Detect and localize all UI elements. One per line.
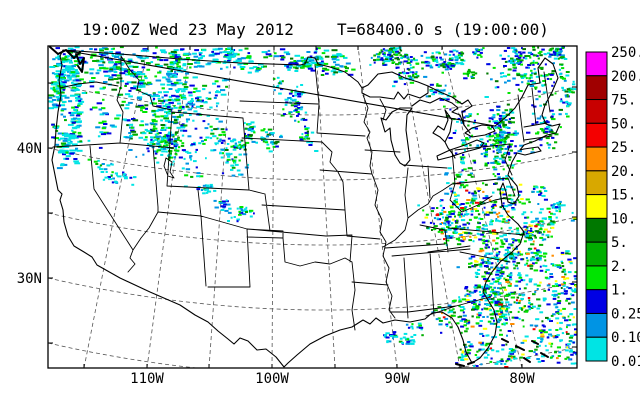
legend-swatch: [585, 312, 608, 338]
legend-swatch: [585, 75, 608, 101]
legend-value-label: 0.25: [611, 306, 640, 322]
plot-title-datetime: 19:00Z Wed 23 May 2012: [82, 20, 294, 39]
longitude-label: 100W: [255, 371, 289, 387]
legend-value-label: 50.: [611, 116, 636, 132]
legend-value-label: 10.: [611, 211, 636, 227]
legend-swatch: [585, 265, 608, 291]
map-frame: [47, 45, 578, 369]
parallel-gridline: [48, 342, 577, 368]
frame-border: [47, 45, 578, 369]
longitude-label: 110W: [130, 371, 164, 387]
great-lakes: [361, 71, 496, 167]
axis-labels: 110W 100W 90W 80W 40N 30N: [17, 141, 536, 387]
parallel-gridline: [48, 212, 577, 246]
legend-value-label: 0.10: [611, 330, 640, 346]
legend-value-label: 200.: [611, 69, 640, 85]
meridian-gridline: [208, 46, 233, 368]
state-boundaries: [52, 55, 553, 331]
legend-value-label: 250.: [611, 45, 640, 61]
meridian-gridline: [83, 46, 149, 368]
legend-swatch: [585, 217, 608, 243]
legend-swatch: [585, 170, 608, 196]
legend-value-label: 15.: [611, 188, 636, 204]
legend-swatch: [585, 146, 608, 172]
us-coastline: [51, 49, 561, 368]
legend-swatch: [585, 194, 608, 219]
latitude-label: 40N: [17, 141, 42, 157]
legend-value-label: 75.: [611, 93, 636, 109]
longitude-label: 90W: [384, 371, 410, 387]
meridian-gridline: [315, 46, 336, 368]
color-scale-legend: 250. 200. 75. 50. 25. 20. 15. 10. 5. 2. 1. 0.25 0.10…: [585, 45, 640, 370]
legend-swatch: [585, 51, 608, 77]
legend-value-label: 25.: [611, 140, 636, 156]
legend-value-label: 0.01: [611, 354, 640, 370]
legend-value-label: 2.: [611, 259, 628, 275]
legend-value-label: 20.: [611, 164, 636, 180]
lat-lon-gridlines: [48, 46, 577, 368]
legend-value-label: 1.: [611, 283, 628, 299]
us-basemap: [49, 46, 561, 368]
meridian-gridline: [399, 46, 461, 368]
legend-swatch: [585, 122, 608, 148]
plot-title-model-time: T=68400.0 s (19:00:00): [337, 20, 549, 39]
legend-swatch: [585, 99, 608, 124]
legend-swatch: [585, 289, 608, 314]
legend-swatch: [585, 336, 608, 362]
meridian-gridline: [441, 46, 523, 368]
legend-value-label: 5.: [611, 235, 628, 251]
latitude-label: 30N: [17, 271, 42, 287]
meridian-gridline: [357, 46, 398, 368]
longitude-label: 80W: [509, 371, 535, 387]
meridian-gridline: [271, 46, 275, 368]
precipitation-field: [48, 46, 577, 368]
puget-sound-detail: [49, 46, 85, 73]
meridian-gridline: [146, 46, 191, 368]
legend-swatch: [585, 241, 608, 267]
